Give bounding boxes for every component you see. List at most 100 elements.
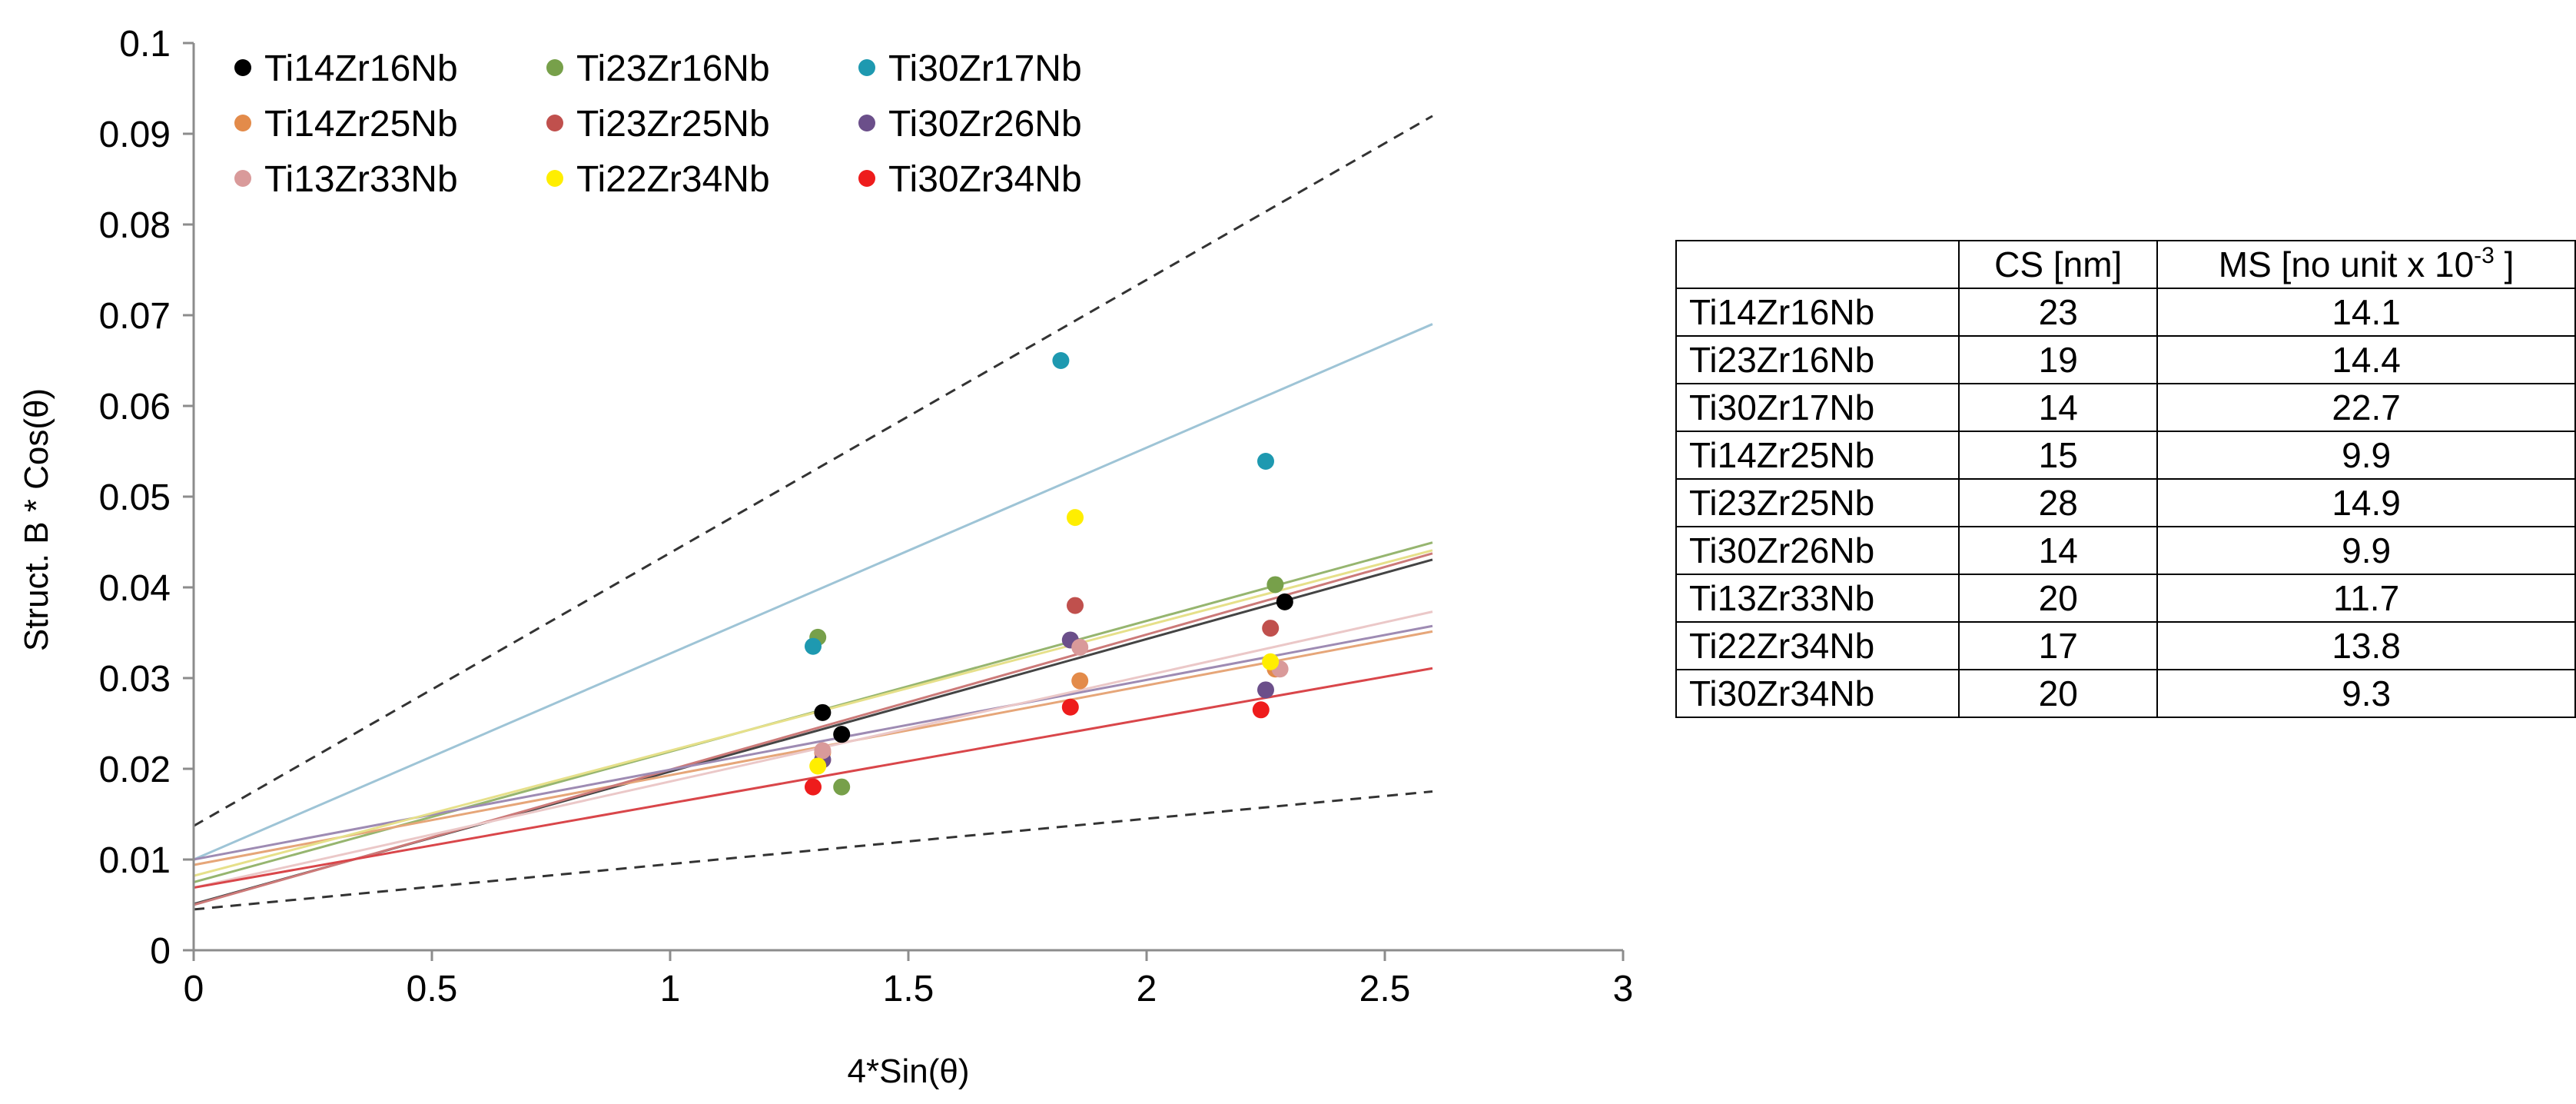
cs-value: 15 <box>1958 431 2159 480</box>
y-ticks: 0 0.01 0.02 0.03 0.04 0.05 0.06 0.07 0.08 0.09 0.1 <box>99 24 194 972</box>
fit-line-ti22zr34nb <box>193 549 1433 877</box>
cs-value: 28 <box>1958 478 2159 527</box>
data-point-ti14zr25nb <box>1071 672 1089 690</box>
y-tick-label: 0.08 <box>99 205 171 246</box>
table-row: Ti23Zr16Nb 19 14.4 <box>1675 335 2576 384</box>
legend-label: Ti30Zr17Nb <box>888 48 1082 89</box>
x-tick-label: 1 <box>660 969 681 1009</box>
legend-marker <box>546 170 563 187</box>
data-point-ti14zr16nb <box>1276 593 1293 610</box>
table-row: Ti30Zr34Nb 20 9.3 <box>1675 669 2576 718</box>
sample-name: Ti13Zr33Nb <box>1675 574 1960 623</box>
sample-name: Ti22Zr34Nb <box>1675 621 1960 670</box>
table-row: Ti22Zr34Nb 17 13.8 <box>1675 621 2576 670</box>
legend-marker <box>546 59 563 76</box>
table-row: Ti14Zr25Nb 15 9.9 <box>1675 431 2576 480</box>
data-point-ti30zr34nb <box>1252 701 1270 719</box>
sample-name: Ti14Zr16Nb <box>1675 288 1960 337</box>
ms-value: 14.1 <box>2156 288 2576 337</box>
legend: Ti14Zr16Nb Ti23Zr16Nb Ti30Zr17Nb Ti14Zr25Nb… <box>234 48 1082 200</box>
table-row: Ti14Zr16Nb 23 14.1 <box>1675 288 2576 337</box>
y-tick-label: 0.01 <box>99 840 171 881</box>
data-point-ti14zr16nb <box>833 726 851 743</box>
fit-line-ti13zr33nb <box>193 610 1433 890</box>
ms-value: 9.3 <box>2156 669 2576 718</box>
sample-name: Ti30Zr17Nb <box>1675 383 1960 432</box>
sample-name: Ti23Zr25Nb <box>1675 478 1960 527</box>
table-row: Ti30Zr26Nb 14 9.9 <box>1675 526 2576 575</box>
legend-marker <box>234 170 251 187</box>
data-point-ti30zr34nb <box>1061 698 1079 716</box>
cs-value: 20 <box>1958 574 2159 623</box>
upper-bound-line <box>193 115 1433 827</box>
legend-marker <box>858 115 875 131</box>
data-point-ti23zr16nb <box>833 778 851 796</box>
x-tick-label: 2.5 <box>1359 969 1411 1009</box>
header-sample <box>1675 240 1960 289</box>
y-tick-label: 0 <box>150 931 171 972</box>
legend-marker <box>546 115 563 131</box>
table-row: Ti30Zr17Nb 14 22.7 <box>1675 383 2576 432</box>
x-tick-label: 3 <box>1613 969 1634 1009</box>
cs-value: 19 <box>1958 335 2159 384</box>
data-point-ti22zr34nb <box>1262 653 1280 670</box>
data-point-ti23zr16nb <box>1266 576 1284 594</box>
cs-value: 14 <box>1958 383 2159 432</box>
legend-label: Ti14Zr16Nb <box>264 48 458 89</box>
cs-value: 23 <box>1958 288 2159 337</box>
table-header-row: CS [nm] MS [no unit x 10-3 ] <box>1675 240 2576 289</box>
y-axis-title: Struct. B * Cos(θ) <box>18 388 55 651</box>
ms-value: 22.7 <box>2156 383 2576 432</box>
x-tick-label: 0.5 <box>407 969 458 1009</box>
ms-value: 13.8 <box>2156 621 2576 670</box>
table-row: Ti13Zr33Nb 20 11.7 <box>1675 574 2576 623</box>
legend-label: Ti30Zr34Nb <box>888 159 1082 200</box>
header-ms-prefix: MS [no unit x 10 <box>2218 244 2475 284</box>
ms-value: 11.7 <box>2156 574 2576 623</box>
lower-bound-line <box>193 790 1433 911</box>
results-table: CS [nm] MS [no unit x 10-3 ] Ti14Zr16Nb … <box>1675 240 2576 718</box>
ms-value: 9.9 <box>2156 431 2576 480</box>
legend-marker <box>234 59 251 76</box>
x-axis-title: 4*Sin(θ) <box>848 1052 970 1090</box>
cs-value: 17 <box>1958 621 2159 670</box>
y-tick-label: 0.07 <box>99 296 171 337</box>
y-tick-label: 0.06 <box>99 387 171 427</box>
data-point-ti23zr25nb <box>1067 597 1084 614</box>
sample-name: Ti30Zr34Nb <box>1675 669 1960 718</box>
cs-value: 20 <box>1958 669 2159 718</box>
legend-marker <box>858 170 875 187</box>
y-tick-label: 0.05 <box>99 477 171 518</box>
y-tick-label: 0.04 <box>99 568 171 609</box>
data-point-ti30zr34nb <box>805 778 822 796</box>
confidence-bounds <box>193 115 1433 911</box>
data-point-ti13zr33nb <box>814 742 832 760</box>
data-point-ti22zr34nb <box>1067 509 1084 527</box>
fit-lines <box>193 323 1433 906</box>
fit-line-ti14zr25nb <box>193 630 1433 866</box>
ms-value: 14.4 <box>2156 335 2576 384</box>
data-point-ti30zr17nb <box>1257 452 1274 470</box>
data-point-ti14zr16nb <box>814 703 832 721</box>
data-point-ti30zr17nb <box>805 637 822 655</box>
ms-value: 9.9 <box>2156 526 2576 575</box>
cs-value: 14 <box>1958 526 2159 575</box>
data-point-ti13zr33nb <box>1071 638 1089 656</box>
legend-label: Ti23Zr16Nb <box>576 48 770 89</box>
fit-line-ti30zr34nb <box>193 667 1433 890</box>
header-ms: MS [no unit x 10-3 ] <box>2156 240 2576 289</box>
data-point-ti30zr26nb <box>1257 681 1274 699</box>
ms-value: 14.9 <box>2156 478 2576 527</box>
legend-label: Ti30Zr26Nb <box>888 104 1082 145</box>
williamson-hall-chart: 0 0.5 1 1.5 2 2.5 3 00.010.020.030.040.050.060… <box>18 24 1634 1090</box>
y-tick-label: 0.1 <box>119 24 171 65</box>
legend-label: Ti13Zr33Nb <box>264 159 458 200</box>
header-ms-exponent: -3 <box>2474 243 2495 268</box>
y-tick-label: 0.09 <box>99 115 171 155</box>
y-tick-label: 0.02 <box>99 750 171 790</box>
header-cs: CS [nm] <box>1958 240 2159 289</box>
legend-marker <box>234 115 251 131</box>
table-row: Ti23Zr25Nb 28 14.9 <box>1675 478 2576 527</box>
x-tick-label: 2 <box>1137 969 1157 1009</box>
legend-marker <box>858 59 875 76</box>
